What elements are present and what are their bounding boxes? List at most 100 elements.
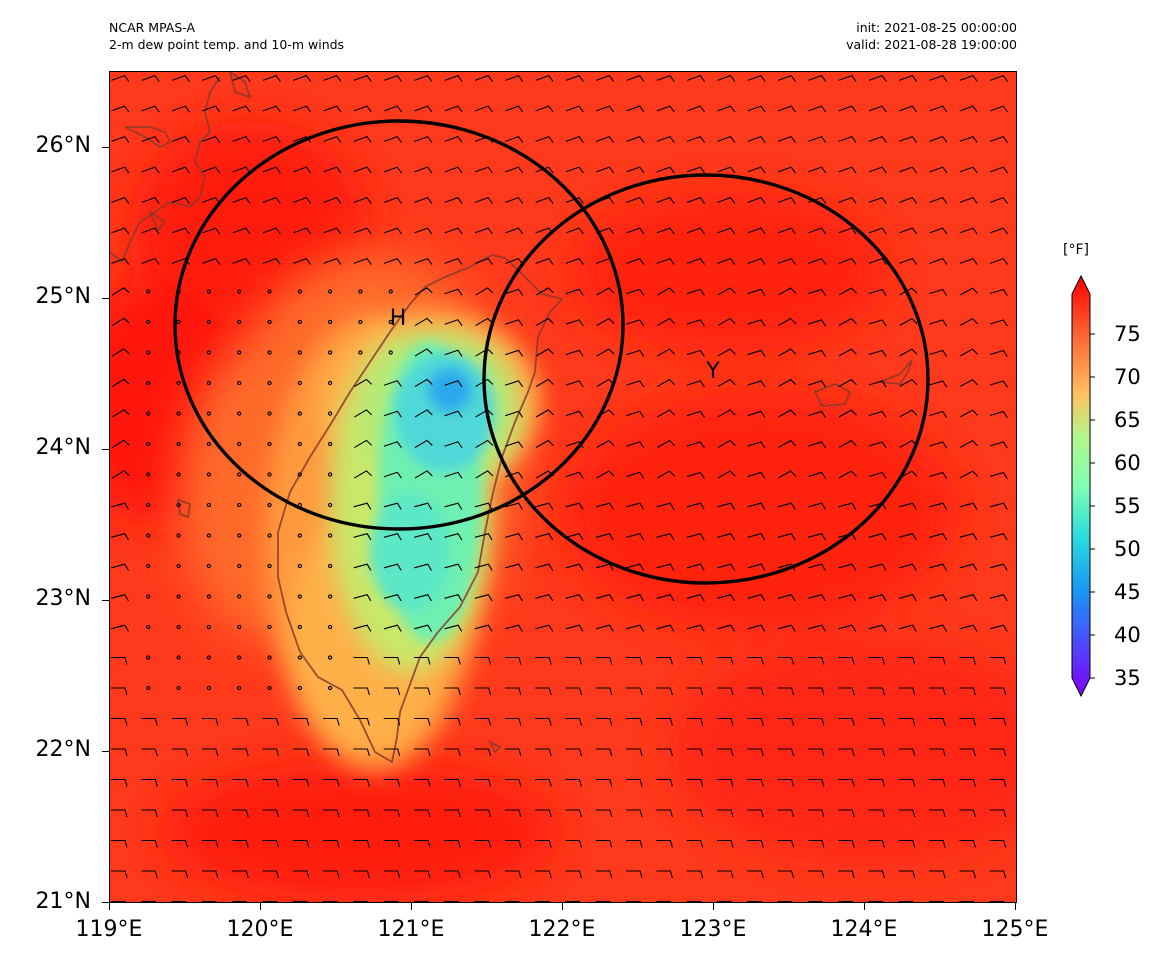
wind-barb — [505, 227, 524, 235]
wind-barb — [414, 594, 432, 602]
wind-barb — [595, 809, 613, 818]
wind-barb — [808, 471, 827, 479]
wind-barb — [262, 778, 280, 787]
wind-barb — [293, 257, 312, 265]
wind-barb — [656, 870, 673, 879]
wind-barb — [626, 441, 645, 449]
wind-barb — [595, 624, 614, 632]
map-panel: H Y — [109, 71, 1017, 903]
wind-barb — [535, 439, 554, 448]
wind-barb — [686, 319, 705, 327]
fujian-coast — [110, 76, 221, 264]
wind-barb — [807, 748, 825, 757]
calm-barb — [237, 441, 242, 447]
wind-barb — [959, 594, 978, 602]
wind-barb — [262, 227, 281, 235]
wind-barb — [323, 778, 340, 787]
wind-barb — [474, 778, 492, 787]
calm-barb — [267, 411, 272, 416]
wind-barb — [111, 348, 130, 357]
wind-barb — [596, 287, 615, 296]
wind-barb — [838, 809, 855, 818]
wind-barb — [899, 227, 918, 235]
wind-barb — [292, 717, 310, 726]
calm-barb — [267, 502, 272, 508]
wind-barb — [111, 870, 128, 879]
wind-barb — [838, 196, 857, 204]
lat-tick-24: 24°N — [35, 435, 91, 460]
wind-barb — [838, 594, 857, 602]
wind-barb — [898, 502, 917, 510]
wind-barb — [838, 870, 855, 879]
wind-barb — [656, 656, 673, 665]
wind-barb — [171, 196, 190, 204]
wind-barb — [323, 748, 340, 757]
wind-barb — [747, 563, 766, 571]
wind-barb — [414, 656, 431, 665]
calm-barb — [327, 441, 333, 447]
wind-barb — [141, 809, 158, 818]
wind-barb — [414, 135, 433, 143]
wind-barb — [656, 624, 675, 632]
wind-barb — [535, 105, 554, 113]
wind-barb — [505, 288, 524, 296]
wind-barb — [353, 563, 372, 571]
wind-barb — [111, 74, 130, 82]
calm-barb — [237, 624, 242, 630]
calm-barb — [237, 380, 242, 386]
wind-barb — [807, 900, 823, 902]
calm-barb — [388, 289, 393, 294]
wind-barb — [505, 257, 524, 265]
wind-barb — [323, 196, 342, 204]
wind-barb — [504, 900, 520, 902]
wind-barb — [777, 717, 795, 726]
wind-barb — [626, 288, 645, 296]
wind-barb — [171, 717, 189, 726]
wind-barb — [717, 839, 734, 848]
wind-barb — [111, 287, 130, 296]
wind-barb — [717, 870, 734, 879]
wind-barb — [747, 135, 766, 143]
wind-barb — [414, 748, 431, 757]
colorbar — [1071, 274, 1095, 698]
colorbar-body — [1071, 274, 1091, 698]
wind-barb — [232, 870, 249, 879]
calm-barb — [358, 319, 363, 325]
wind-barb — [807, 717, 825, 726]
calm-barb — [146, 441, 151, 447]
calm-barb — [237, 655, 242, 660]
wind-barb — [808, 74, 827, 82]
wind-barb — [565, 227, 584, 235]
lon-tick-121: 121°E — [377, 917, 445, 942]
wind-barb — [656, 839, 673, 848]
wind-barb — [111, 839, 128, 848]
wind-barb — [868, 380, 887, 388]
calm-barb — [327, 411, 333, 416]
wind-barb — [899, 317, 918, 326]
wind-barb — [354, 439, 373, 449]
wind-barb — [474, 900, 490, 902]
wind-barb — [959, 563, 978, 571]
wind-barb — [201, 870, 219, 879]
wind-barb — [141, 196, 160, 204]
calm-barb — [327, 350, 333, 355]
wind-barb — [383, 196, 402, 204]
yaeyama-islands — [813, 383, 852, 407]
wind-barb — [383, 166, 402, 174]
wind-barb — [565, 748, 583, 757]
calm-barb — [267, 380, 272, 386]
wind-barb — [595, 900, 611, 902]
wind-barb — [444, 900, 460, 902]
wind-barb — [201, 839, 219, 848]
wind-barb — [444, 257, 463, 265]
wind-barb — [111, 317, 130, 327]
wind-barb — [474, 656, 492, 665]
wind-barb — [929, 687, 946, 696]
calm-barb — [237, 533, 242, 538]
wind-barb — [535, 74, 554, 82]
wind-barb — [202, 74, 221, 82]
wind-barb — [747, 870, 764, 879]
lon-tick-122: 122°E — [528, 917, 596, 942]
wind-barb — [141, 839, 158, 848]
wind-barb — [898, 563, 917, 571]
